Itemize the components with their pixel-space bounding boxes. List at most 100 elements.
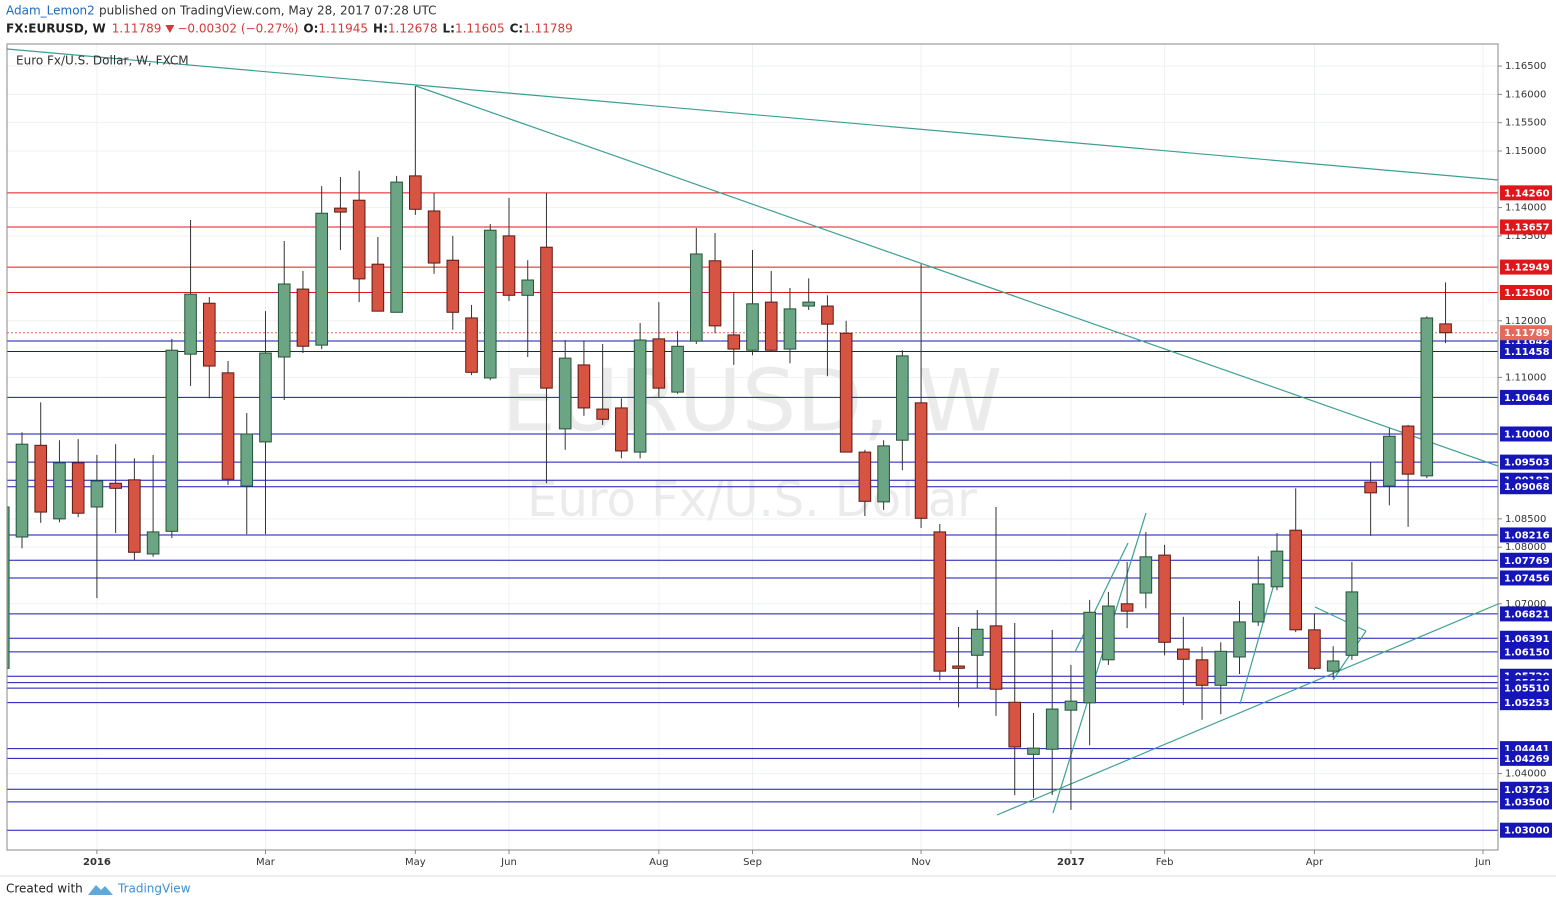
candle-body — [952, 665, 965, 669]
candle-body — [1289, 529, 1303, 631]
ohlc-value: 1.12678 — [388, 22, 438, 36]
level-label: 1.04441 — [1504, 744, 1550, 755]
x-tick-label: Jun — [1474, 857, 1491, 868]
candle-body — [259, 352, 272, 443]
candle-body — [1083, 611, 1096, 704]
candle-body — [1270, 550, 1284, 588]
candle-body — [221, 372, 235, 480]
level-tag — [1500, 570, 1552, 586]
level-tag — [1500, 695, 1552, 711]
trend-line[interactable] — [1052, 512, 1147, 814]
level-tag — [1500, 630, 1552, 646]
level-label: 1.09068 — [1504, 482, 1550, 493]
x-tick-label: Aug — [649, 857, 669, 868]
trend-line[interactable] — [996, 603, 1498, 816]
candle-body — [109, 482, 122, 489]
level-tag — [1500, 552, 1552, 568]
candle-body — [352, 199, 366, 280]
candle-body — [708, 260, 722, 327]
candle-body — [1120, 603, 1134, 612]
candle-body — [1158, 554, 1171, 643]
level-tag — [1500, 822, 1552, 838]
level-tag — [1500, 454, 1552, 470]
candle-body — [839, 332, 853, 453]
level-label: 1.10646 — [1504, 393, 1550, 404]
y-tick-label: 1.15500 — [1505, 118, 1546, 129]
last-value: 1.11789 — [112, 22, 162, 36]
ohlc-label: C: — [510, 22, 524, 36]
y-tick-label: 1.08500 — [1505, 514, 1546, 525]
candle-body — [577, 364, 591, 409]
level-tag — [1500, 389, 1552, 405]
candle-body — [202, 302, 216, 367]
trend-line[interactable] — [7, 48, 1498, 181]
level-label: 1.06391 — [1504, 634, 1550, 645]
candle-body — [1139, 556, 1153, 594]
level-label: 1.03500 — [1504, 797, 1550, 808]
candle-body — [390, 181, 403, 313]
level-label: 1.12500 — [1504, 288, 1550, 299]
candle-body — [1420, 317, 1434, 477]
candle-body — [315, 212, 328, 346]
candles — [7, 85, 1452, 810]
level-label: 1.05510 — [1504, 684, 1550, 695]
level-tag — [1500, 606, 1552, 622]
change-value: −0.00302 (−0.27%) — [177, 22, 298, 36]
candle-body — [783, 308, 797, 350]
level-label: 1.12949 — [1504, 263, 1550, 274]
candle-body — [1027, 747, 1040, 755]
candle-body — [689, 253, 703, 342]
candle-body — [1251, 583, 1265, 623]
candle-body — [896, 355, 909, 441]
candle-body — [877, 445, 890, 503]
down-arrow — [165, 25, 175, 33]
candle-body — [933, 531, 947, 672]
candle-body — [558, 357, 572, 430]
trend-lines — [7, 48, 1498, 816]
ohlc-value: 1.11605 — [455, 22, 505, 36]
candle-body — [1102, 605, 1115, 661]
candle-body — [277, 283, 291, 358]
x-tick-label: 2017 — [1057, 857, 1085, 868]
candle-body — [1326, 660, 1340, 672]
candle-body — [483, 229, 497, 379]
candle-body — [821, 305, 834, 325]
candle-body — [34, 444, 48, 513]
y-tick-label: 1.16000 — [1505, 89, 1546, 100]
candle-body — [1045, 708, 1059, 750]
candle-body — [1008, 701, 1022, 748]
level-tag — [1500, 479, 1552, 495]
candle-body — [1177, 648, 1190, 660]
level-label: 1.14260 — [1504, 188, 1550, 199]
candle-body — [446, 259, 460, 313]
level-tag — [1500, 426, 1552, 442]
x-tick-label: May — [405, 857, 426, 868]
published: published on TradingView.com, May 28, 20… — [99, 4, 436, 18]
candle-body — [1383, 435, 1396, 487]
footer-brand[interactable]: TradingView — [117, 882, 191, 896]
level-tag — [1500, 750, 1552, 766]
trend-line[interactable] — [415, 85, 1498, 467]
candle-body — [858, 451, 872, 502]
axes: 1.16500 1.16000 1.15500 1.15000 1.14000 1.135… — [83, 61, 1552, 868]
candle-body — [15, 443, 29, 538]
ohlc-value: 1.11789 — [523, 22, 573, 36]
candle-body — [1401, 425, 1415, 475]
tradingview-logo — [88, 885, 113, 895]
level-label: 1.08216 — [1504, 530, 1550, 541]
candle-body — [53, 462, 66, 520]
level-tag — [1500, 219, 1552, 235]
author[interactable]: Adam_Lemon2 — [6, 4, 95, 18]
candle-body — [1195, 659, 1209, 686]
x-tick-label: Sep — [743, 857, 762, 868]
candle-body — [427, 210, 441, 264]
chart-title: Euro Fx/U.S. Dollar, W, FXCM — [16, 54, 189, 68]
level-tag — [1500, 259, 1552, 275]
level-label: 1.11458 — [1504, 347, 1550, 358]
candle-body — [633, 339, 647, 453]
candle-body — [1345, 591, 1359, 656]
ohlc-label: H: — [373, 22, 388, 36]
candle-body — [521, 279, 535, 296]
candle-body — [128, 479, 141, 553]
